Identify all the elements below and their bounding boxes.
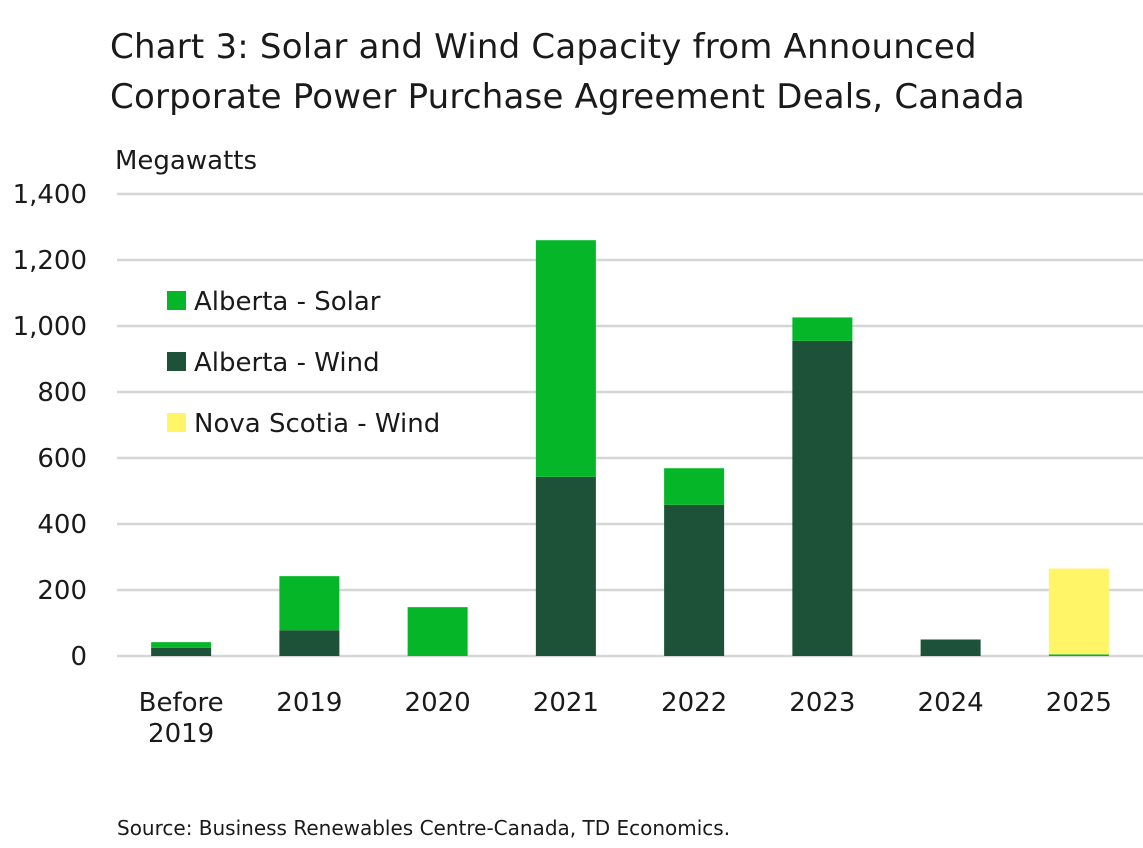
x-tick-label: 2022 bbox=[661, 688, 727, 718]
bar-alberta-wind bbox=[535, 476, 596, 656]
source-note: Source: Business Renewables Centre-Canad… bbox=[117, 816, 731, 840]
y-tick-label: 1,400 bbox=[13, 180, 87, 210]
y-axis-label: Megawatts bbox=[115, 146, 257, 176]
x-tick-label: Before bbox=[139, 688, 224, 718]
bar-nova-scotia-wind bbox=[1048, 568, 1109, 655]
y-tick-label: 200 bbox=[37, 576, 87, 606]
legend: Alberta - Solar Alberta - Wind Nova Scotia… bbox=[167, 287, 440, 439]
x-tick-label: 2023 bbox=[789, 688, 855, 718]
y-tick-label: 1,000 bbox=[13, 312, 87, 342]
legend-label: Nova Scotia - Wind bbox=[194, 409, 440, 439]
chart-title-line-2: Corporate Power Purchase Agreement Deals… bbox=[110, 77, 1025, 117]
y-tick-label: 1,200 bbox=[13, 246, 87, 276]
y-axis-ticks: 0 200 400 600 800 1,000 1,200 1,400 bbox=[13, 180, 87, 672]
legend-swatch bbox=[167, 413, 186, 432]
legend-swatch bbox=[167, 352, 186, 371]
bar-alberta-wind bbox=[151, 647, 212, 656]
y-tick-label: 600 bbox=[37, 444, 87, 474]
bar-alberta-solar bbox=[664, 468, 725, 505]
x-tick-label: 2021 bbox=[533, 688, 599, 718]
bar-alberta-wind bbox=[920, 639, 981, 656]
bar-alberta-wind bbox=[664, 504, 725, 656]
x-tick-label: 2025 bbox=[1046, 688, 1112, 718]
bar-alberta-solar bbox=[407, 607, 468, 656]
legend-label: Alberta - Wind bbox=[194, 348, 380, 378]
chart-title-line-1: Chart 3: Solar and Wind Capacity from An… bbox=[110, 27, 977, 67]
bar-alberta-solar bbox=[792, 317, 853, 341]
bar-alberta-solar bbox=[1048, 654, 1109, 656]
x-tick-label: 2019 bbox=[276, 688, 342, 718]
bar-alberta-solar bbox=[535, 240, 596, 477]
chart-title: Chart 3: Solar and Wind Capacity from An… bbox=[110, 22, 1130, 122]
bar-alberta-wind bbox=[792, 340, 853, 656]
legend-label: Alberta - Solar bbox=[194, 287, 381, 317]
bar-alberta-wind bbox=[279, 630, 340, 656]
legend-swatch bbox=[167, 291, 186, 310]
x-tick-label: 2020 bbox=[405, 688, 471, 718]
bar-alberta-solar bbox=[279, 576, 340, 631]
y-tick-label: 800 bbox=[37, 378, 87, 408]
x-tick-label: 2019 bbox=[148, 719, 214, 749]
x-tick-label: 2024 bbox=[918, 688, 984, 718]
bar-alberta-solar bbox=[151, 642, 212, 648]
y-tick-label: 0 bbox=[70, 642, 87, 672]
y-tick-label: 400 bbox=[37, 510, 87, 540]
bars bbox=[151, 240, 1109, 656]
